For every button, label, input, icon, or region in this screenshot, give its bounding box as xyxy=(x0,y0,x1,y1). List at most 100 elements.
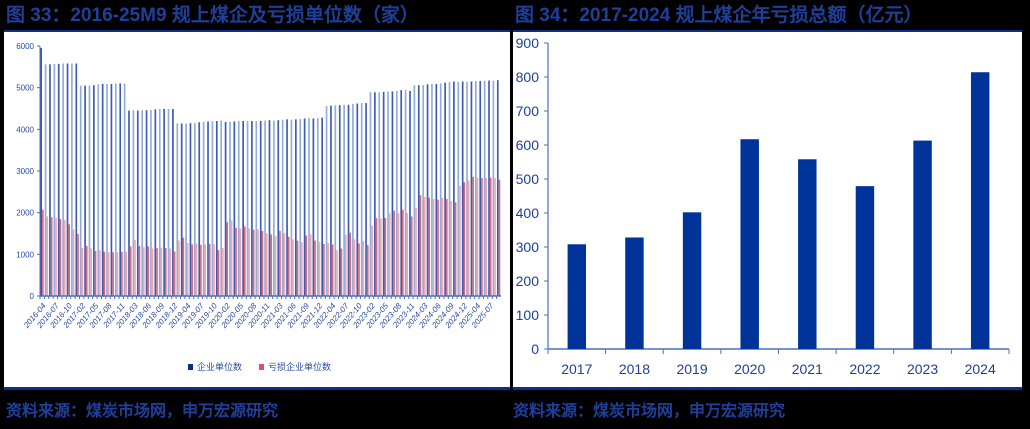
enterprise-bar xyxy=(369,92,372,296)
enterprise-bar xyxy=(172,108,174,297)
enterprise-bar xyxy=(150,110,152,297)
enterprise-bar xyxy=(277,120,280,297)
enterprise-bar xyxy=(123,83,126,296)
annual-loss-bar xyxy=(913,140,932,349)
loss-bar xyxy=(375,218,378,296)
loss-bar xyxy=(248,228,251,296)
loss-bar xyxy=(344,234,347,296)
enterprise-bar xyxy=(264,120,266,296)
loss-bar xyxy=(323,243,325,296)
loss-bar xyxy=(182,237,185,296)
loss-bar xyxy=(274,236,277,296)
y-tick-label: 300 xyxy=(516,239,540,255)
loss-bar xyxy=(472,176,474,296)
loss-bar xyxy=(94,251,97,296)
annual-loss-bar xyxy=(970,72,990,350)
loss-bar xyxy=(384,218,387,296)
y-tick-label: 4000 xyxy=(16,125,34,134)
loss-bar xyxy=(362,241,365,296)
enterprise-bar xyxy=(431,83,433,296)
loss-bar xyxy=(103,251,106,296)
enterprise-bar xyxy=(62,63,64,296)
loss-bar xyxy=(204,244,207,296)
loss-bar xyxy=(336,250,338,296)
loss-bar xyxy=(423,196,426,296)
annual-loss-bar xyxy=(798,159,817,349)
enterprise-bar xyxy=(71,63,73,296)
loss-bar xyxy=(393,210,395,296)
enterprise-bar xyxy=(211,121,214,296)
enterprise-bar xyxy=(483,80,486,296)
loss-bar xyxy=(459,186,461,296)
loss-bar xyxy=(213,244,215,296)
loss-bar xyxy=(178,240,180,296)
enterprise-bar xyxy=(378,92,381,296)
loss-bar xyxy=(445,198,448,296)
right-source-note: 资料来源：煤炭市场网，申万宏源研究 xyxy=(513,403,786,420)
enterprise-bar xyxy=(409,91,411,296)
loss-bar xyxy=(296,240,299,296)
enterprise-bar xyxy=(470,81,473,296)
loss-bar xyxy=(116,252,119,296)
annual-loss-chart: 0 100 200 300 400 500 600 700 800 900 2017 2018 2019… xyxy=(516,35,1010,377)
loss-bar xyxy=(279,231,281,296)
y-tick-label: 5000 xyxy=(16,84,34,93)
enterprise-bar xyxy=(435,83,438,296)
loss-bar xyxy=(252,229,255,296)
loss-bar xyxy=(489,177,492,296)
enterprise-bar xyxy=(44,64,47,296)
enterprise-bar xyxy=(316,118,319,296)
enterprise-bar xyxy=(207,121,209,297)
loss-bar xyxy=(195,243,198,296)
loss-bar xyxy=(380,218,382,296)
loss-bar xyxy=(485,177,488,296)
enterprise-bar xyxy=(180,123,183,296)
enterprise-bar xyxy=(290,119,293,296)
loss-bar xyxy=(107,252,110,296)
enterprise-bar xyxy=(417,85,420,296)
loss-bar xyxy=(63,220,66,296)
enterprise-bar xyxy=(198,122,201,296)
loss-bar xyxy=(59,218,62,296)
enterprise-bar xyxy=(492,80,495,296)
y-tick-label: 500 xyxy=(516,171,540,187)
y-tick-label: 200 xyxy=(516,273,540,289)
enterprise-bar xyxy=(347,104,350,296)
loss-bar xyxy=(156,248,158,296)
enterprise-bar xyxy=(88,85,91,296)
x-tick-label: 2023 xyxy=(907,361,938,377)
enterprise-bar xyxy=(75,63,78,296)
enterprise-bar xyxy=(101,83,104,296)
enterprise-bar xyxy=(79,85,82,296)
loss-bar xyxy=(217,250,220,296)
enterprise-bar xyxy=(356,103,359,296)
loss-bar xyxy=(265,233,268,296)
loss-bar xyxy=(349,232,352,296)
enterprise-bar xyxy=(382,91,385,296)
loss-bar xyxy=(235,227,237,296)
loss-bar xyxy=(134,240,136,296)
enterprise-bar xyxy=(488,80,490,296)
y-tick-label: 0 xyxy=(30,292,35,301)
loss-bar xyxy=(72,229,75,296)
enterprise-bar xyxy=(330,105,332,296)
x-tick-label: 2024 xyxy=(965,361,996,377)
enterprise-bar xyxy=(176,123,179,296)
x-tick-label: 2022 xyxy=(849,361,880,377)
enterprise-bar xyxy=(365,103,367,296)
loss-bar xyxy=(151,248,154,296)
enterprise-bar xyxy=(110,83,113,296)
loss-bar xyxy=(388,213,391,296)
enterprise-bar xyxy=(303,118,306,296)
loss-bar xyxy=(283,233,286,296)
enterprise-bar xyxy=(224,121,227,296)
enterprise-bar xyxy=(312,118,315,296)
enterprise-bar xyxy=(461,81,464,296)
annual-loss-bar xyxy=(855,186,875,349)
loss-bar xyxy=(230,220,233,296)
loss-bar xyxy=(371,225,373,296)
x-tick-label: 2017 xyxy=(561,361,592,377)
loss-bar xyxy=(437,199,439,296)
enterprise-bar xyxy=(57,63,60,297)
enterprise-bar xyxy=(119,83,122,296)
